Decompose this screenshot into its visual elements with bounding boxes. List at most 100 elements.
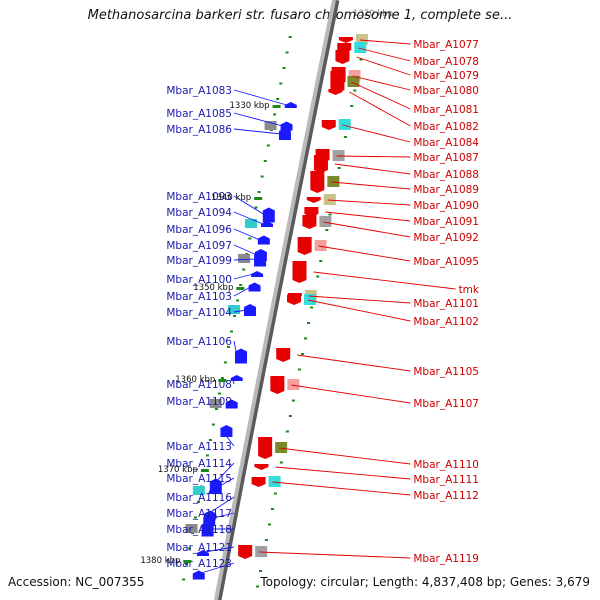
gene-arrow-reverse[interactable]: [310, 171, 325, 193]
gene-label-reverse[interactable]: Mbar_A1110: [413, 459, 479, 471]
gene-label-reverse[interactable]: Mbar_A1102: [413, 316, 479, 328]
gene-label-reverse[interactable]: Mbar_A1091: [413, 216, 479, 228]
gene-leader-line: [233, 128, 282, 135]
gene-arrow-forward[interactable]: [230, 375, 243, 381]
gene-arrow-forward[interactable]: [244, 304, 257, 316]
gene-label-reverse[interactable]: Mbar_A1080: [413, 85, 479, 97]
gene-arrow-reverse[interactable]: [258, 437, 273, 459]
track-tick: [185, 563, 189, 565]
gene-label-reverse[interactable]: Mbar_A1105: [413, 366, 479, 378]
gene-label-forward[interactable]: Mbar_A1114: [166, 458, 232, 470]
gene-label-reverse[interactable]: Mbar_A1081: [413, 104, 479, 116]
gene-label-reverse[interactable]: Mbar_A1112: [413, 490, 479, 502]
feature-box: [327, 176, 340, 187]
scale-label: 1330 kbp: [230, 101, 270, 111]
gene-arrow-forward[interactable]: [225, 399, 238, 409]
gene-label-reverse[interactable]: Mbar_A1084: [413, 137, 479, 149]
gene-leader-line: [233, 89, 287, 106]
gene-label-forward[interactable]: Mbar_A1103: [166, 291, 232, 303]
gene-leader-line: [334, 163, 411, 175]
gene-arrow-reverse[interactable]: [306, 197, 321, 203]
gene-label-reverse[interactable]: Mbar_A1079: [413, 70, 479, 82]
gene-label-forward[interactable]: Mbar_A1104: [166, 307, 232, 319]
scale-tick: [183, 560, 192, 563]
gene-leader-line: [358, 47, 411, 62]
gene-arrow-forward[interactable]: [261, 221, 274, 227]
gene-arrow-reverse[interactable]: [297, 237, 312, 255]
gene-label-forward[interactable]: Mbar_A1115: [166, 473, 232, 485]
gene-arrow-forward[interactable]: [248, 282, 261, 292]
gene-label-forward[interactable]: Mbar_A1085: [166, 108, 232, 120]
gene-arrow-reverse[interactable]: [302, 215, 317, 229]
gene-label-reverse[interactable]: Mbar_A1092: [413, 232, 479, 244]
gene-label-reverse[interactable]: Mbar_A1087: [413, 152, 479, 164]
gene-arrow-reverse[interactable]: [328, 89, 343, 95]
gene-arrow-forward[interactable]: [251, 271, 264, 277]
gene-label-reverse[interactable]: Mbar_A1095: [413, 256, 479, 268]
gene-arrow-reverse[interactable]: [338, 37, 353, 43]
gene-label-reverse[interactable]: Mbar_A1078: [413, 56, 479, 68]
scale-label: 1370 kbp: [158, 465, 198, 475]
gene-label-forward[interactable]: Mbar_A1113: [166, 441, 232, 453]
gene-arrow-reverse[interactable]: [276, 348, 291, 362]
gene-arrow-reverse[interactable]: [254, 464, 269, 470]
gene-label-forward[interactable]: Mbar_A1094: [166, 207, 232, 219]
track-tick: [319, 260, 323, 262]
gene-label-reverse[interactable]: Mbar_A1111: [413, 474, 479, 486]
gene-arrow-forward[interactable]: [254, 251, 267, 267]
gene-arrow-reverse[interactable]: [335, 50, 350, 64]
feature-box: [314, 240, 327, 251]
feature-box: [245, 219, 258, 228]
gene-arrow-reverse[interactable]: [313, 155, 328, 173]
gene-label-forward[interactable]: Mbar_A1108: [166, 379, 232, 391]
gene-label-forward[interactable]: Mbar_A1099: [166, 255, 232, 267]
gene-label-forward[interactable]: Mbar_A1116: [166, 492, 232, 504]
gene-label-forward[interactable]: Mbar_A1083: [166, 85, 232, 97]
gene-label-reverse[interactable]: Mbar_A1082: [413, 121, 479, 133]
gene-arrow-forward[interactable]: [208, 488, 221, 494]
feature-box: [319, 216, 332, 227]
feature-box: [228, 305, 241, 314]
gene-label-reverse[interactable]: Mbar_A1089: [413, 184, 479, 196]
track-tick: [217, 392, 221, 395]
gene-arrow-forward[interactable]: [278, 128, 291, 140]
gene-arrow-forward[interactable]: [220, 425, 233, 437]
track-tick: [288, 36, 292, 38]
gene-arrow-forward[interactable]: [235, 348, 248, 364]
gene-arrow-reverse[interactable]: [251, 477, 266, 487]
gene-label-forward[interactable]: Mbar_A1117: [166, 508, 232, 520]
gene-arrow-reverse[interactable]: [287, 295, 301, 305]
track-tick: [267, 523, 271, 526]
gene-label-reverse[interactable]: Mbar_A1119: [413, 553, 479, 565]
gene-label-forward[interactable]: Mbar_A1093: [166, 191, 232, 203]
gene-arrow-reverse[interactable]: [292, 261, 307, 283]
gene-label-forward[interactable]: Mbar_A1100: [166, 274, 232, 286]
gene-label-reverse[interactable]: Mbar_A1088: [413, 169, 479, 181]
gene-label-forward[interactable]: Mbar_A1086: [166, 124, 232, 136]
gene-label-forward[interactable]: Mbar_A1097: [166, 240, 232, 252]
gene-arrow-reverse[interactable]: [304, 207, 319, 217]
gene-label-reverse[interactable]: Mbar_A1090: [413, 200, 479, 212]
gene-label-forward[interactable]: Mbar_A1121: [166, 542, 232, 554]
gene-arrow-reverse[interactable]: [330, 71, 345, 93]
gene-label-forward[interactable]: Mbar_A1096: [166, 224, 232, 236]
gene-arrow-reverse[interactable]: [270, 376, 285, 394]
gene-label-forward[interactable]: Mbar_A1106: [166, 336, 232, 348]
gene-label-forward[interactable]: Mbar_A1118: [166, 524, 232, 536]
gene-arrow-forward[interactable]: [280, 121, 293, 131]
gene-arrow-reverse[interactable]: [238, 545, 253, 559]
gene-arrow-forward[interactable]: [262, 207, 275, 223]
gene-label-reverse[interactable]: Mbar_A1077: [413, 39, 479, 51]
gene-label-forward[interactable]: Mbar_A1109: [166, 396, 232, 408]
gene-arrow-reverse[interactable]: [321, 120, 336, 130]
gene-label-reverse[interactable]: Mbar_A1107: [413, 398, 479, 410]
track-tick: [205, 454, 209, 457]
gene-label-reverse[interactable]: tmk: [459, 284, 480, 296]
gene-arrow-forward[interactable]: [284, 102, 297, 108]
gene-label-forward[interactable]: Mbar_A1123: [166, 558, 232, 570]
gene-label-reverse[interactable]: Mbar_A1101: [413, 298, 479, 310]
gene-arrow-forward[interactable]: [192, 570, 205, 580]
gene-arrow-forward[interactable]: [257, 235, 270, 245]
feature-box: [347, 76, 360, 87]
